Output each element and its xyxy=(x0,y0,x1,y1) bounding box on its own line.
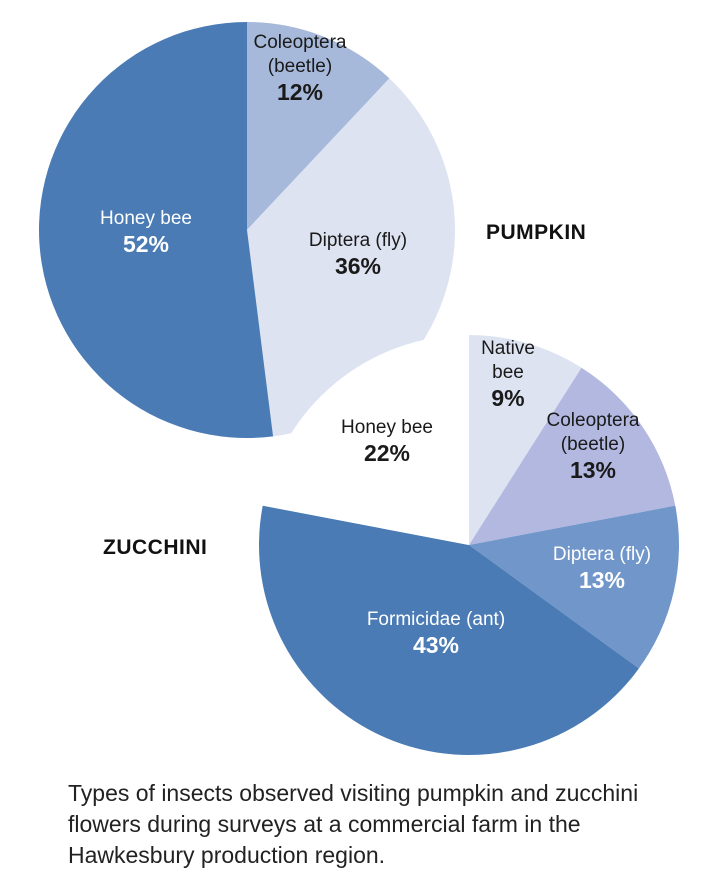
pumpkin-slice-honey-bee xyxy=(39,22,274,438)
zucchini-chart-title: ZUCCHINI xyxy=(103,536,208,559)
zucchini-slice-value-formicidae-ant: 43% xyxy=(413,632,459,658)
zucchini-pie-chart: Nativebee9%Coleoptera(beetle)13%Diptera … xyxy=(259,335,679,755)
zucchini-slice-value-coleoptera-beetle: 13% xyxy=(570,457,616,483)
zucchini-slice-value-honey-bee: 22% xyxy=(364,440,410,466)
zucchini-slice-diptera-fly xyxy=(469,505,679,669)
pumpkin-slice-label-coleoptera-beetle: (beetle) xyxy=(268,56,332,77)
pie-charts-figure: Coleoptera(beetle)12%Diptera (fly)36%Hon… xyxy=(39,22,679,755)
zucchini-slice-label-honey-bee: Honey bee xyxy=(341,417,433,438)
pumpkin-slice-value-coleoptera-beetle: 12% xyxy=(277,79,323,105)
zucchini-slice-label-formicidae-ant: Formicidae (ant) xyxy=(367,609,505,630)
zucchini-slice-honey-bee xyxy=(262,335,469,545)
zucchini-slice-label-native-bee: bee xyxy=(492,362,524,383)
pumpkin-slice-coleoptera-beetle xyxy=(247,22,390,230)
zucchini-slice-value-diptera-fly: 13% xyxy=(579,567,625,593)
zucchini-slice-label-diptera-fly: Diptera (fly) xyxy=(553,544,651,565)
zucchini-slice-label-coleoptera-beetle: Coleoptera xyxy=(547,410,640,431)
zucchini-slice-label-coleoptera-beetle: (beetle) xyxy=(561,434,625,455)
zucchini-slice-native-bee xyxy=(469,335,582,545)
pumpkin-slice-label-coleoptera-beetle: Coleoptera xyxy=(254,32,347,53)
pumpkin-slice-label-honey-bee: Honey bee xyxy=(100,208,192,229)
figure-caption: Types of insects observed visiting pumpk… xyxy=(68,780,639,868)
pumpkin-slice-value-diptera-fly: 36% xyxy=(335,253,381,279)
zucchini-slice-formicidae-ant xyxy=(259,505,639,755)
pumpkin-slice-label-diptera-fly: Diptera (fly) xyxy=(309,230,407,251)
pumpkin-slice-value-honey-bee: 52% xyxy=(123,231,169,257)
pumpkin-chart-title: PUMPKIN xyxy=(486,221,587,244)
zucchini-slice-value-native-bee: 9% xyxy=(491,385,524,411)
zucchini-slice-label-native-bee: Native xyxy=(481,338,535,359)
zucchini-slice-coleoptera-beetle xyxy=(469,367,676,545)
